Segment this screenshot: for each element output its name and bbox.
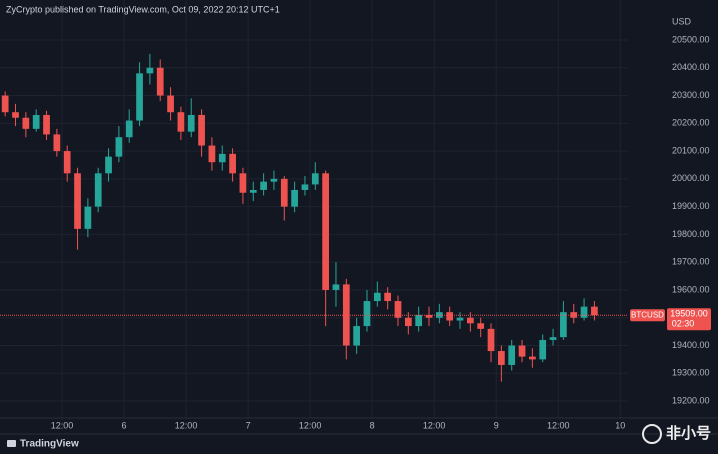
candle-body (435, 312, 443, 318)
x-tick-label: 9 (494, 420, 499, 430)
candle-body (208, 145, 216, 163)
candle-body (94, 173, 102, 207)
candle-body (487, 328, 495, 352)
candle-body (415, 314, 423, 327)
symbol-tag-bg (630, 309, 665, 322)
candle-body (529, 356, 536, 360)
x-tick-label: 12:00 (51, 420, 74, 430)
candle-body (425, 314, 433, 318)
x-tick-label: 7 (246, 420, 251, 430)
candle-body (384, 292, 392, 302)
x-tick-label: 12:00 (175, 420, 198, 430)
candle-body (508, 345, 516, 365)
header: ZyCrypto published on TradingView.com, O… (6, 4, 280, 14)
candle-body (446, 312, 454, 321)
candle-body (167, 95, 174, 113)
logo-text: TradingView (20, 439, 79, 450)
candle-body (260, 181, 267, 190)
candle-body (394, 301, 402, 318)
candle-body (32, 114, 40, 129)
grid (0, 0, 628, 418)
price-tag: 19509.00 (670, 309, 708, 319)
watermark-icon (642, 424, 662, 444)
y-tick-label: 19900.00 (672, 201, 710, 211)
candle-body (177, 112, 185, 132)
candle-body (53, 134, 61, 152)
y-tick-label: 19600.00 (672, 284, 710, 294)
watermark-text: 非小号 (666, 424, 711, 442)
candle-body (404, 317, 412, 327)
candle-body (125, 120, 133, 138)
candle-body (229, 153, 236, 174)
candle-body (249, 189, 257, 193)
candle-body (291, 189, 298, 207)
y-tick-label: 20400.00 (672, 62, 710, 72)
x-tick-label: 6 (122, 420, 127, 430)
candle-body (43, 114, 50, 135)
candle-body (322, 173, 329, 290)
logo-icon (7, 440, 16, 447)
candle-body (12, 112, 19, 118)
candle-body (353, 326, 361, 346)
candle-body (301, 184, 309, 190)
x-tick-label: 12:00 (299, 420, 322, 430)
candle-body (466, 317, 474, 324)
candle-body (373, 292, 381, 302)
candle-body (560, 312, 567, 338)
candle-body (580, 306, 588, 318)
candle-body (591, 306, 598, 316)
candle-body (136, 73, 143, 121)
y-tick-label: 20200.00 (672, 118, 710, 128)
y-tick-label: 19300.00 (672, 368, 710, 378)
candle-body (332, 284, 340, 290)
y-tick-label: 19200.00 (672, 395, 710, 405)
price-tag-bg (667, 308, 711, 331)
candle-body (105, 156, 112, 174)
y-tick-label: 19700.00 (672, 257, 710, 267)
y-tick-label: 19800.00 (672, 229, 710, 239)
candle-body (74, 173, 81, 229)
candle-body (270, 178, 278, 182)
candle-body (539, 339, 547, 360)
x-tick-label: 8 (370, 420, 375, 430)
candle-body (456, 317, 464, 321)
candle-body (22, 117, 30, 129)
candle-body (477, 323, 485, 329)
candle-body (115, 137, 123, 157)
candle-body (363, 301, 371, 327)
candle-body (280, 178, 288, 207)
logo: TradingView (7, 439, 79, 450)
y-tick-label: 20500.00 (672, 34, 710, 44)
candle-body (1, 95, 9, 113)
axis-unit: USD (672, 16, 692, 26)
candle-body (518, 345, 526, 357)
candle-body (187, 114, 195, 132)
watermark: 非小号 (642, 424, 711, 444)
candle-body (311, 173, 319, 185)
candle-body (146, 67, 154, 74)
candle-body (239, 173, 247, 193)
symbol-tag: BTCUSD (631, 310, 664, 319)
y-tick-label: 20300.00 (672, 90, 710, 100)
candle-body (549, 337, 557, 340)
candle-body (218, 153, 226, 163)
y-tick-label: 20000.00 (672, 173, 710, 183)
y-tick-label: 19400.00 (672, 340, 710, 350)
countdown: 02:30 (672, 319, 695, 329)
x-tick-label: 12:00 (423, 420, 446, 430)
candle-body (498, 351, 505, 365)
candle-body (570, 312, 578, 318)
x-tick-label: 10 (615, 420, 625, 430)
y-tick-label: 20100.00 (672, 145, 710, 155)
candle-body (63, 151, 71, 174)
candle-body (156, 67, 164, 96)
x-tick-label: 12:00 (547, 420, 570, 430)
candle-body (198, 114, 205, 146)
candle-body (84, 206, 92, 229)
